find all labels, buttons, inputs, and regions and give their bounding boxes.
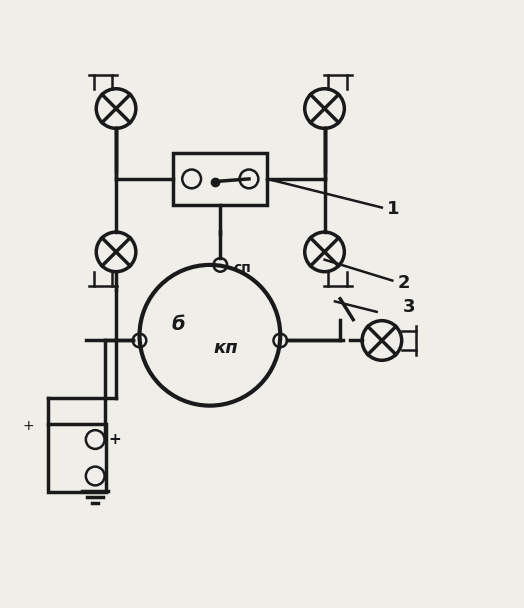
Text: кп: кп	[213, 339, 238, 358]
Text: +: +	[22, 420, 34, 434]
Text: +: +	[108, 432, 121, 447]
Text: сп: сп	[233, 260, 251, 275]
Text: 3: 3	[403, 297, 415, 316]
Text: 1: 1	[387, 200, 400, 218]
Text: 2: 2	[398, 274, 410, 292]
Bar	[48, 424, 106, 492]
Bar	[173, 153, 267, 205]
Text: б: б	[172, 316, 185, 334]
